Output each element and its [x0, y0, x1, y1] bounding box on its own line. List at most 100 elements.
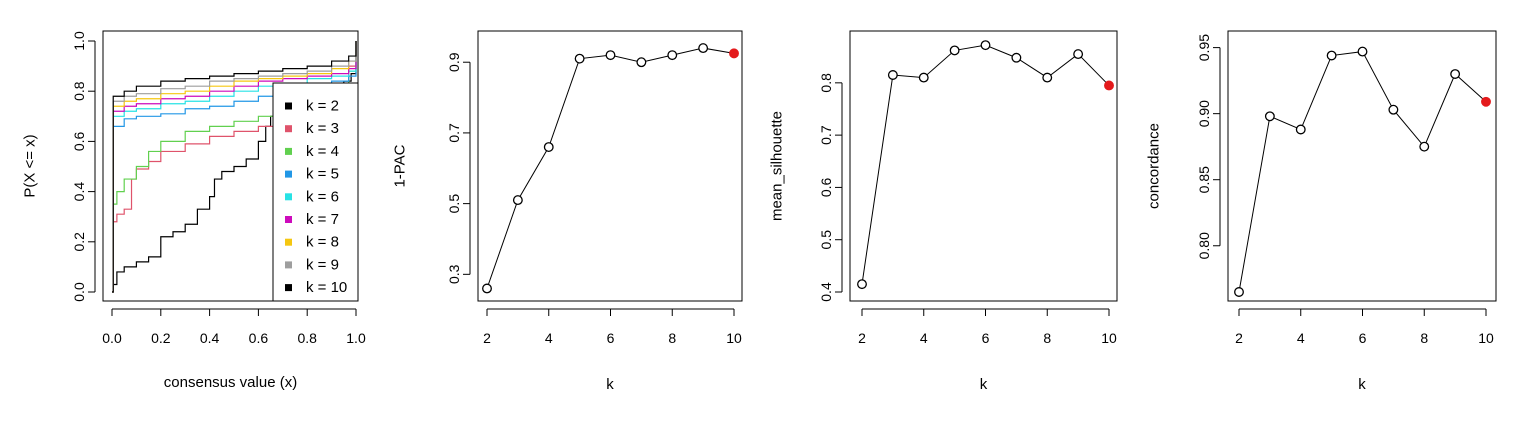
series-line [1238, 51, 1487, 293]
series-line-k6 [112, 41, 357, 293]
x-tick-label: 6 [982, 330, 990, 346]
legend-label: k = 10 [306, 279, 347, 296]
x-tick-label: 4 [920, 330, 928, 346]
legend-swatch [285, 193, 292, 201]
y-tick-label: 0.7 [446, 123, 462, 143]
data-point [698, 43, 709, 54]
data-point [1326, 50, 1337, 61]
x-tick-label: 2 [1235, 330, 1243, 346]
legend-swatch [285, 216, 292, 223]
legend: k = 2 k = 3 k = 4 k = 5 k = 6 k = 7 k = 8 k = 9… [272, 82, 359, 302]
legend-swatch [285, 147, 292, 155]
series-line-k10 [112, 41, 357, 293]
chart-panel-1: 0.0 0.2 0.4 0.6 0.8 1.0 consensus value (x) 0.0… [22, 30, 366, 391]
y-tick-label: 0.4 [818, 282, 834, 302]
highlighted-point [1481, 96, 1491, 107]
y-axis-label: 1-PAC [392, 144, 409, 187]
x-tick-label: 8 [1420, 330, 1428, 346]
data-point [1234, 287, 1244, 297]
plot-frame [1227, 30, 1497, 302]
x-tick-label: 0.4 [200, 330, 220, 346]
chart-panel-2: 2 4 6 8 10 k 0.3 0.5 0.7 0.9 1-PAC [392, 30, 743, 393]
y-axis-label: mean_silhouette [769, 111, 786, 221]
legend-swatch [285, 170, 292, 178]
y-tick-label: 0.4 [71, 182, 87, 202]
y-tick-label: 0.85 [1196, 166, 1212, 193]
x-tick-label: 8 [668, 330, 676, 346]
x-tick-label: 6 [607, 330, 615, 346]
x-tick-label: 0.6 [249, 330, 269, 346]
data-point [512, 195, 523, 206]
data-point [887, 70, 898, 80]
x-tick-label: 10 [1478, 330, 1494, 346]
y-tick-label: 0.5 [446, 194, 462, 214]
x-tick-label: 10 [1101, 330, 1117, 346]
data-point [1357, 46, 1368, 57]
legend-label: k = 7 [306, 211, 339, 228]
chart-panel-4: 2 4 6 8 10 k 0.80 0.85 0.90 0.95 concordance [1146, 30, 1497, 393]
y-axis-label: concordance [1146, 123, 1163, 209]
y-tick-label: 0.8 [818, 73, 834, 93]
legend-label: k = 8 [306, 234, 339, 251]
data-point [918, 72, 929, 83]
y-tick-label: 0.3 [446, 264, 462, 284]
data-point [949, 45, 960, 56]
series-line [486, 47, 735, 289]
x-tick-label: 0.2 [151, 330, 171, 346]
x-axis-label: k [1358, 376, 1366, 393]
series-line [861, 44, 1110, 285]
legend-label: k = 4 [306, 143, 339, 160]
x-tick-label: 0.0 [102, 330, 122, 346]
highlighted-point [729, 48, 739, 59]
series-line-k9 [112, 41, 357, 293]
y-tick-label: 0.9 [446, 52, 462, 72]
x-axis-label: k [980, 376, 988, 393]
series-line-k7 [112, 41, 357, 293]
legend-label: k = 9 [306, 256, 339, 273]
legend-swatch [285, 284, 292, 292]
y-tick-label: 0.2 [71, 232, 87, 252]
x-tick-label: 4 [545, 330, 553, 346]
y-tick-label: 1.0 [71, 31, 87, 51]
plot-frame [849, 30, 1118, 302]
data-point [574, 53, 585, 64]
legend-label: k = 6 [306, 188, 339, 205]
y-tick-label: 0.80 [1196, 232, 1212, 259]
data-point [1419, 141, 1430, 152]
data-point [667, 50, 678, 61]
plot-frame [477, 30, 743, 302]
highlighted-point [1104, 80, 1114, 91]
legend-label: k = 3 [306, 120, 339, 137]
chart-panel-3: 2 4 6 8 10 k 0.4 0.5 0.6 0.7 0.8 mean_silhouette [769, 30, 1118, 393]
x-tick-label: 1.0 [346, 330, 366, 346]
data-point [1073, 49, 1084, 60]
y-axis-label: P(X <= x) [22, 134, 39, 197]
data-point [1042, 72, 1053, 83]
legend-label: k = 5 [306, 166, 339, 183]
x-axis-label: consensus value (x) [164, 374, 297, 391]
y-tick-label: 0.7 [818, 125, 834, 145]
legend-swatch [285, 102, 292, 110]
x-tick-label: 2 [483, 330, 491, 346]
y-tick-label: 0.6 [818, 177, 834, 197]
y-tick-label: 0.0 [71, 282, 87, 302]
data-point [1450, 69, 1461, 79]
data-point [1011, 52, 1022, 63]
y-tick-label: 0.95 [1196, 34, 1212, 61]
x-tick-label: 0.8 [297, 330, 317, 346]
data-point [636, 57, 647, 68]
data-point [857, 279, 867, 290]
legend-swatch [285, 125, 292, 133]
x-tick-label: 8 [1043, 330, 1051, 346]
legend-swatch [285, 261, 292, 269]
y-tick-label: 0.5 [818, 230, 834, 250]
legend-swatch [285, 238, 292, 246]
data-point [980, 40, 991, 51]
data-point [543, 142, 554, 153]
y-tick-label: 0.90 [1196, 100, 1212, 127]
x-tick-label: 6 [1359, 330, 1367, 346]
data-point [1264, 111, 1275, 122]
data-point [605, 50, 616, 61]
x-tick-label: 2 [858, 330, 866, 346]
